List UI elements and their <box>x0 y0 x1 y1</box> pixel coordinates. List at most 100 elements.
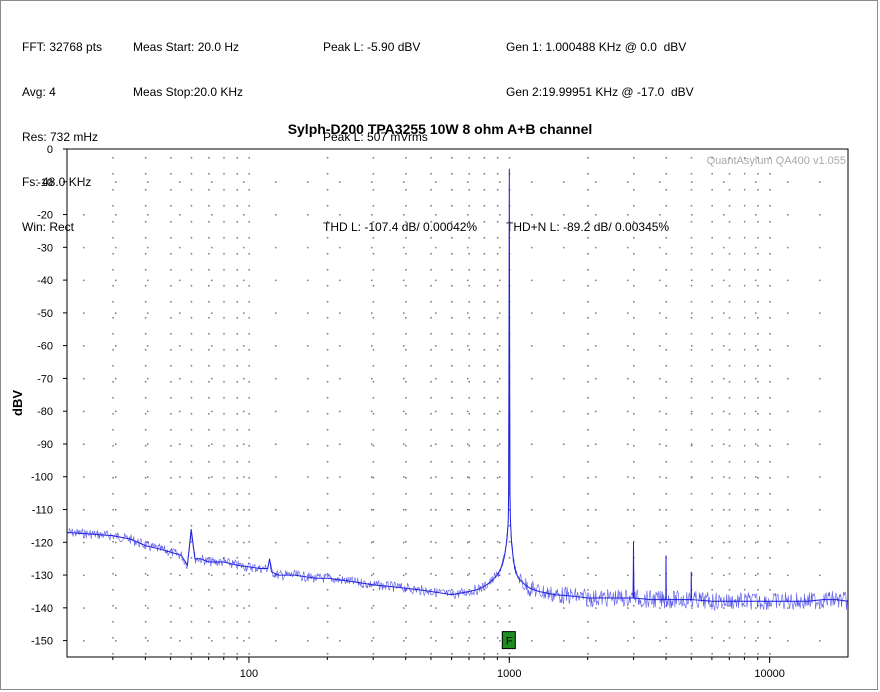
grid-dot <box>468 621 470 623</box>
grid-dot <box>339 574 341 577</box>
grid-dot <box>665 413 668 415</box>
grid-dot <box>211 181 213 183</box>
grid-dot <box>112 349 114 351</box>
grid-dot <box>496 269 499 271</box>
grid-dot <box>405 445 407 447</box>
grid-dot <box>587 157 589 159</box>
grid-dot <box>211 574 213 577</box>
grid-dot <box>236 573 239 575</box>
grid-dot <box>223 477 225 479</box>
grid-dot <box>430 573 432 575</box>
measurement-info-peak: Peak L: -5.90 dBV Peak L: 507 mVrms THD … <box>323 10 477 250</box>
grid-dot <box>723 181 725 183</box>
grid-dot <box>248 269 250 271</box>
grid-dot <box>563 181 565 183</box>
grid-dot <box>190 205 193 207</box>
grid-dot <box>403 541 405 544</box>
grid-dot <box>659 377 661 380</box>
grid-dot <box>769 365 771 367</box>
grid-dot <box>112 509 114 511</box>
grid-dot <box>468 301 470 303</box>
grid-dot <box>659 312 661 314</box>
grid-dot <box>595 246 597 249</box>
grid-dot <box>430 557 432 559</box>
grid-dot <box>787 476 789 478</box>
grid-dot <box>659 476 661 478</box>
grid-dot <box>112 301 114 303</box>
measurement-info-range: Meas Start: 20.0 Hz Meas Stop:20.0 KHz <box>133 10 243 115</box>
grid-dot <box>326 413 329 415</box>
grid-dot <box>627 574 629 577</box>
grid-dot <box>665 461 668 463</box>
grid-dot <box>112 221 114 223</box>
grid-dot <box>819 279 821 282</box>
grid-dot <box>236 397 239 399</box>
grid-dot <box>430 477 432 479</box>
grid-dot <box>595 509 597 511</box>
grid-dot <box>403 345 405 347</box>
grid-dot <box>372 605 375 607</box>
grid-dot <box>627 640 629 642</box>
grid-dot <box>633 269 635 271</box>
grid-dot <box>248 301 250 303</box>
grid-dot <box>690 477 693 479</box>
grid-dot <box>531 181 533 183</box>
grid-dot <box>435 214 437 216</box>
grid-dot <box>755 574 757 577</box>
grid-dot <box>307 574 309 577</box>
grid-dot <box>499 607 501 609</box>
grid-dot <box>633 477 635 479</box>
grid-dot <box>563 345 565 347</box>
grid-dot <box>403 181 405 183</box>
grid-dot <box>451 637 453 639</box>
grid-dot <box>307 410 309 413</box>
grid-dot <box>633 381 635 383</box>
grid-dot <box>236 429 239 431</box>
grid-dot <box>665 525 668 527</box>
grid-dot <box>405 653 407 655</box>
grid-dot <box>190 365 193 367</box>
grid-dot <box>711 653 713 655</box>
grid-dot <box>372 589 375 591</box>
grid-dot <box>275 640 277 642</box>
grid-dot <box>769 397 771 399</box>
grid-dot <box>757 573 759 575</box>
grid-dot <box>728 173 731 175</box>
grid-dot <box>483 397 486 399</box>
grid-dot <box>223 365 225 367</box>
grid-dot <box>236 253 239 255</box>
grid-dot <box>371 377 373 380</box>
grid-dot <box>728 541 731 543</box>
grid-dot <box>223 205 225 207</box>
grid-dot <box>430 317 432 319</box>
grid-dot <box>587 317 589 319</box>
grid-dot <box>248 333 250 335</box>
grid-dot <box>208 509 210 511</box>
grid-dot <box>223 157 225 159</box>
grid-dot <box>248 573 250 575</box>
grid-dot <box>170 589 172 591</box>
grid-dot <box>787 279 789 282</box>
grid-dot <box>326 333 329 335</box>
grid-dot <box>587 637 589 639</box>
grid-dot <box>711 173 713 175</box>
grid-dot <box>144 285 147 287</box>
grid-dot <box>405 429 407 431</box>
grid-dot <box>371 607 373 609</box>
grid-dot <box>144 637 147 639</box>
grid-dot <box>728 525 731 527</box>
grid-dot <box>372 637 375 639</box>
grid-dot <box>659 574 661 577</box>
grid-dot <box>371 279 373 282</box>
grid-dot <box>483 573 486 575</box>
grid-dot <box>587 589 589 591</box>
grid-dot <box>728 653 731 655</box>
grid-dot <box>595 279 597 282</box>
grid-dot <box>483 477 486 479</box>
grid-dot <box>531 640 533 642</box>
grid-dot <box>190 349 193 351</box>
grid-dot <box>468 237 470 239</box>
grid-dot <box>787 443 789 445</box>
grid-dot <box>112 317 114 319</box>
